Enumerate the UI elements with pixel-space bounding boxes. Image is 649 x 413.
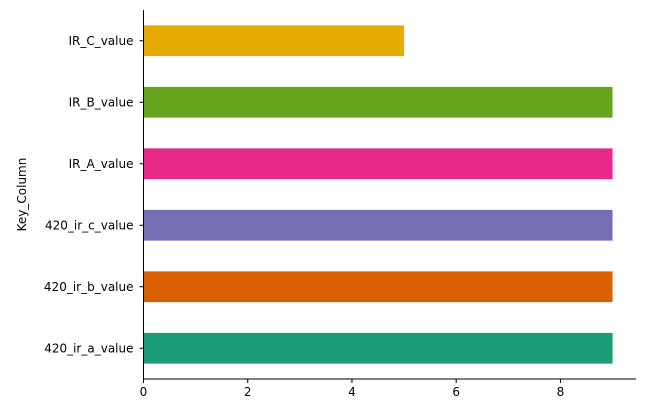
x-tick-label: 0: [140, 385, 148, 399]
y-tick-label: IR_C_value: [68, 34, 133, 48]
y-tick-label: IR_A_value: [69, 157, 134, 171]
bar-IR_C_value: [143, 25, 405, 57]
bar-IR_B_value: [143, 86, 613, 118]
y-tick-label: 420_ir_b_value: [44, 280, 134, 294]
y-axis-label: Key_Column: [15, 158, 29, 232]
bar-420_ir_c_value: [143, 209, 613, 241]
y-tick-label: 420_ir_a_value: [44, 341, 133, 355]
ticks-group: 420_ir_a_value 420_ir_b_value 420_ir_c_val…: [44, 34, 564, 399]
x-tick-label: 4: [348, 385, 356, 399]
bar-420_ir_b_value: [143, 271, 613, 303]
bar-IR_A_value: [143, 148, 613, 180]
y-tick-label: 420_ir_c_value: [45, 218, 134, 232]
x-tick-label: 8: [557, 385, 565, 399]
x-tick-label: 6: [452, 385, 460, 399]
x-tick-label: 2: [244, 385, 252, 399]
bar-420_ir_a_value: [143, 332, 613, 364]
y-tick-label: IR_B_value: [69, 95, 134, 109]
bars-group: [143, 25, 613, 364]
